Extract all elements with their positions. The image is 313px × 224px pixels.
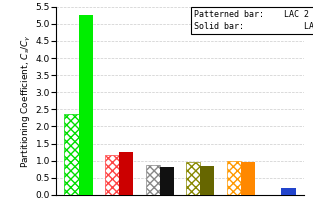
Bar [227, 161, 241, 195]
Bar [241, 162, 255, 195]
Bar [160, 167, 174, 195]
Y-axis label: Partitioning Coefficient, $C_s$/$C_\gamma$: Partitioning Coefficient, $C_s$/$C_\gamm… [20, 34, 33, 168]
Bar [79, 15, 93, 195]
Bar [146, 165, 160, 195]
Bar [281, 188, 295, 195]
Bar [200, 166, 214, 195]
Bar [105, 155, 119, 195]
Text: Patterned bar:    LAC 2
Solid bar:            LAC 1: Patterned bar: LAC 2 Solid bar: LAC 1 [193, 10, 313, 31]
Bar [119, 152, 133, 195]
Bar [186, 162, 200, 195]
Bar [64, 114, 79, 195]
